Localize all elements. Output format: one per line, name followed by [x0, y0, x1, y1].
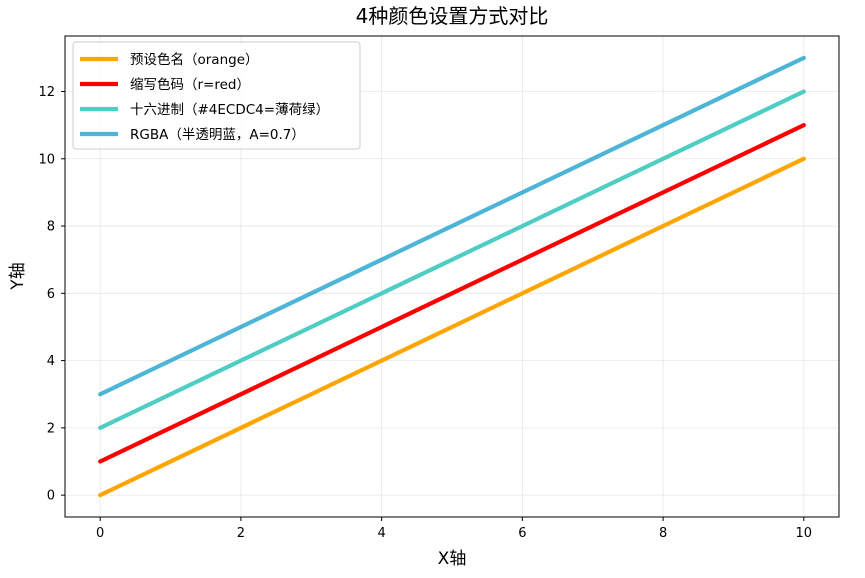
- y-tick-label: 2: [47, 421, 55, 436]
- legend: 预设色名（orange） 缩写色码（r=red） 十六进制（#4ECDC4=薄荷绿）…: [72, 41, 361, 150]
- series-line-3: [98, 89, 806, 430]
- series-line-1: [98, 156, 806, 498]
- y-tick-label: 6: [47, 287, 55, 302]
- y-tick-label: 4: [47, 354, 55, 369]
- y-tick-label: 10: [38, 152, 55, 167]
- x-tick-label: 2: [237, 526, 245, 541]
- series-lines: [98, 55, 806, 498]
- legend-label-3: 十六进制（#4ECDC4=薄荷绿）: [130, 102, 329, 118]
- y-tick-label: 12: [38, 85, 55, 100]
- legend-box: [72, 41, 361, 150]
- x-tick-label: 8: [659, 526, 667, 541]
- x-axis-label: X轴: [438, 549, 467, 569]
- y-axis-ticks: 0 2 4 6 8 10 12: [38, 85, 65, 504]
- grid-lines: [65, 36, 839, 517]
- series-line-4: [98, 55, 806, 397]
- chart-title: 4种颜色设置方式对比: [356, 4, 549, 28]
- legend-label-2: 缩写色码（r=red）: [130, 76, 250, 93]
- x-tick-label: 4: [377, 526, 385, 541]
- y-tick-label: 0: [47, 489, 55, 504]
- y-axis-label: Y轴: [8, 262, 28, 290]
- y-tick-label: 8: [47, 220, 55, 235]
- x-tick-label: 0: [96, 526, 104, 541]
- plot-area-frame: [64, 35, 840, 518]
- x-axis-ticks: 0 2 4 6 8 10: [96, 517, 812, 541]
- x-tick-label: 10: [796, 526, 813, 541]
- legend-label-1: 预设色名（orange）: [130, 51, 259, 68]
- series-line-2: [98, 123, 806, 464]
- legend-label-4: RGBA（半透明蓝，A=0.7）: [130, 127, 305, 143]
- x-tick-label: 6: [518, 526, 526, 541]
